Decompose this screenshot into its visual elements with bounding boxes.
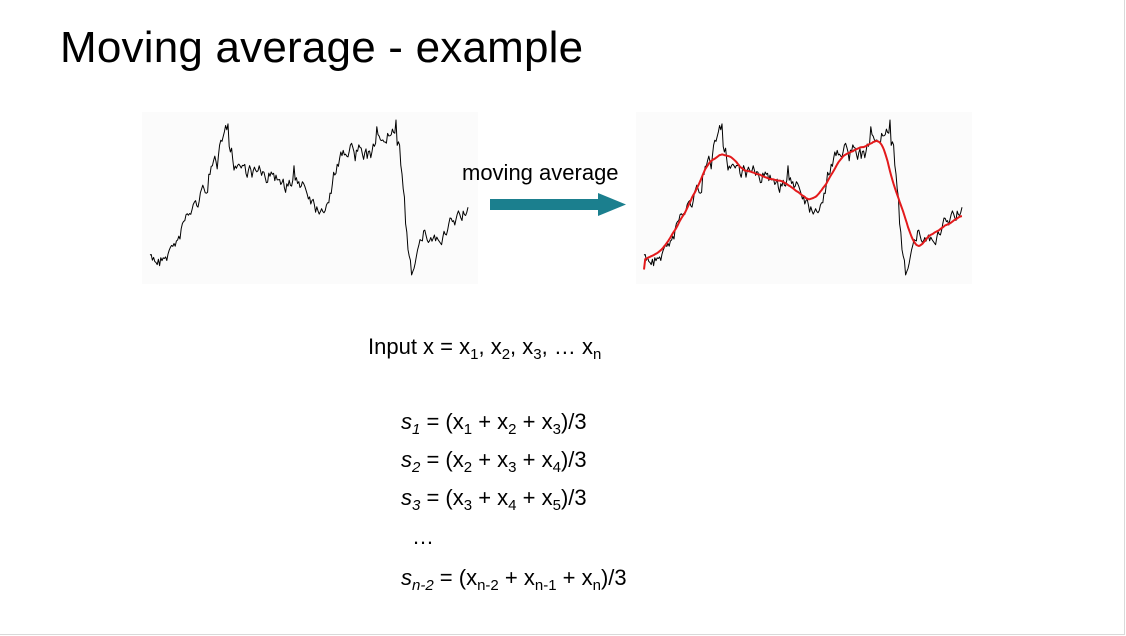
smoothed-series-figure	[636, 112, 972, 284]
moving-average-label: moving average	[462, 160, 619, 185]
arrow-head	[598, 193, 626, 216]
raw-series-plot	[149, 119, 469, 276]
arrow-shaft	[490, 199, 600, 210]
raw-series-figure	[142, 112, 478, 284]
input-prefix: Input x =	[368, 334, 460, 359]
input-term: x1,	[459, 334, 491, 363]
formula-ellipsis: …	[412, 524, 434, 549]
input-term: x2,	[490, 334, 523, 363]
smoothed-series-line	[643, 139, 963, 270]
raw-series-line	[149, 119, 469, 276]
smoothed-series-plot	[643, 119, 963, 276]
formula-s2: s2 = (x2 + x3 + x4)/3	[401, 447, 587, 476]
input-definition: Input x = x1, x2, x3, … xn	[368, 334, 602, 363]
formula-s1: s1 = (x1 + x2 + x3)/3	[401, 409, 587, 438]
slide-title: Moving average - example	[60, 23, 584, 72]
formula-sn-2: sn-2 = (xn-2 + xn-1 + xn)/3	[401, 565, 627, 594]
formula-s3: s3 = (x3 + x4 + x5)/3	[401, 485, 587, 514]
input-term: x3, …	[522, 334, 582, 363]
input-term: xn	[581, 334, 602, 363]
right-arrow-icon	[490, 193, 626, 216]
